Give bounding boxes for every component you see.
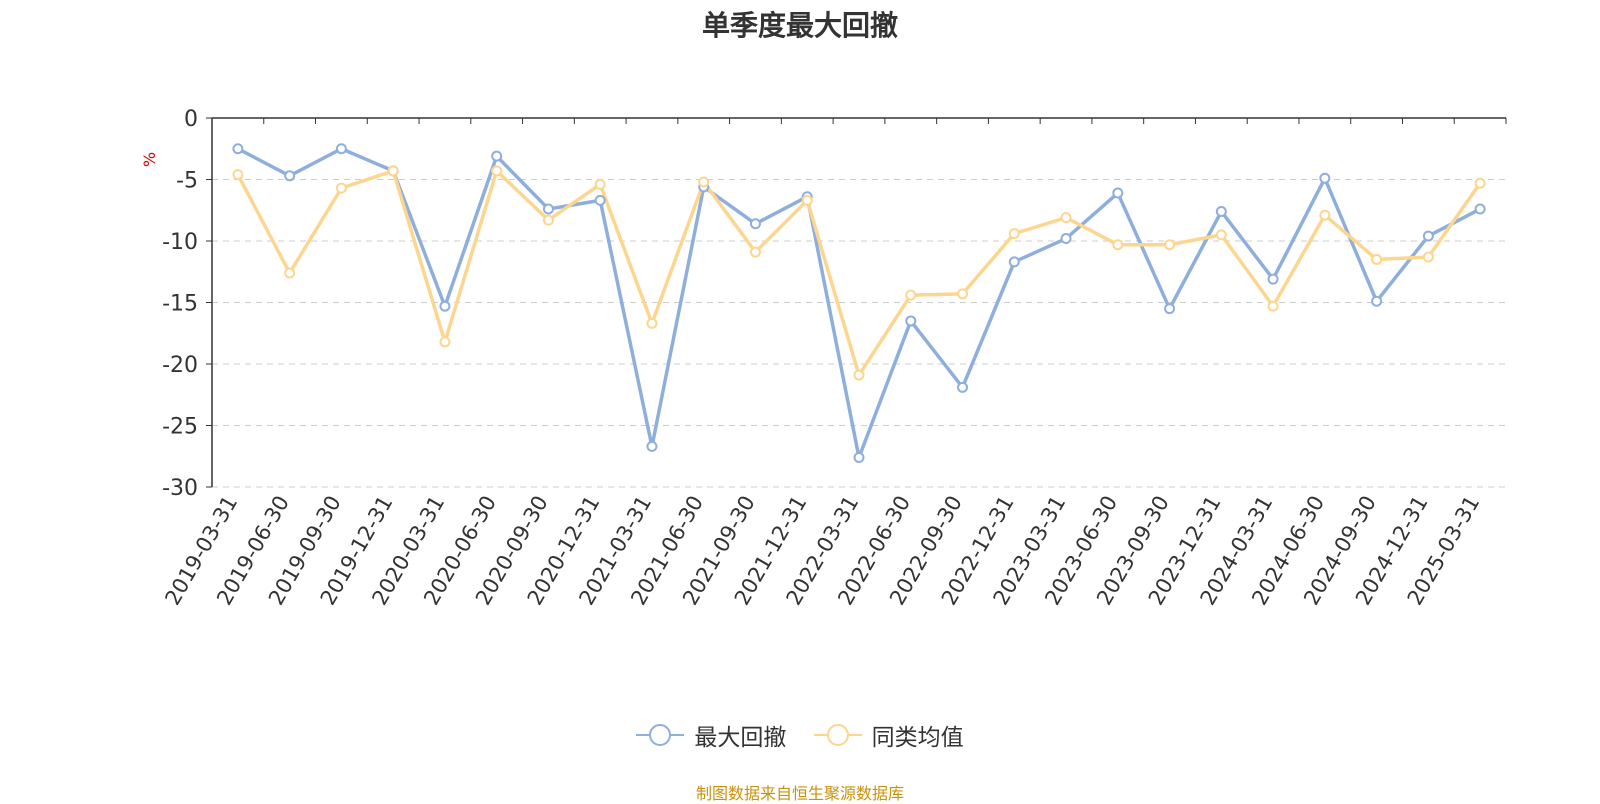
- data-point-series-2: [853, 369, 865, 381]
- data-point-series-2: [1474, 177, 1486, 189]
- data-point-series-1: [853, 451, 865, 463]
- data-point-series-1: [542, 203, 554, 215]
- data-point-series-2: [646, 317, 658, 329]
- data-point-series-1: [1008, 256, 1020, 268]
- y-tick-label: -30: [162, 476, 198, 501]
- legend-item-series-2[interactable]: 同类均值: [813, 718, 964, 752]
- data-point-series-1: [1267, 273, 1279, 285]
- data-point-series-2: [905, 289, 917, 301]
- series-line-2: [236, 169, 1482, 377]
- series-line-1: [237, 147, 1481, 460]
- y-tick-label: -20: [162, 353, 198, 378]
- data-point-series-2: [1267, 300, 1279, 312]
- legend-circle-line-icon: [813, 724, 862, 746]
- data-point-series-2: [232, 169, 244, 181]
- data-point-series-1: [1371, 295, 1383, 307]
- data-point-series-2: [542, 214, 554, 226]
- data-point-series-1: [232, 143, 244, 155]
- data-point-series-1: [1060, 233, 1072, 245]
- data-point-series-1: [749, 218, 761, 230]
- data-point-series-1: [1474, 203, 1486, 215]
- data-point-series-2: [1008, 228, 1020, 240]
- data-point-series-2: [335, 182, 347, 194]
- data-point-series-1: [1215, 205, 1227, 217]
- data-point-series-1: [1422, 230, 1434, 242]
- data-point-series-2: [698, 176, 710, 188]
- data-point-series-2: [1112, 239, 1124, 251]
- data-point-series-2: [801, 194, 813, 206]
- legend-label-series-2: 同类均值: [871, 725, 964, 751]
- data-point-series-2: [1319, 209, 1331, 221]
- legend: 最大回撤 同类均值: [0, 718, 1600, 754]
- y-tick-label: -25: [162, 415, 198, 440]
- data-point-series-2: [749, 246, 761, 258]
- source-note: 制图数据来自恒生聚源数据库: [695, 784, 904, 803]
- series-lines: [232, 143, 1486, 463]
- data-point-series-2: [491, 165, 503, 177]
- data-point-series-2: [957, 288, 969, 300]
- data-point-series-1: [594, 194, 606, 206]
- data-point-series-1: [1164, 303, 1176, 315]
- data-point-series-1: [957, 381, 969, 393]
- data-point-series-1: [1112, 187, 1124, 199]
- y-tick-label: -15: [162, 292, 198, 317]
- legend-circle-line-icon: [636, 724, 685, 746]
- data-point-series-2: [594, 178, 606, 190]
- y-tick-label: -5: [176, 169, 198, 194]
- data-point-series-2: [439, 336, 451, 348]
- data-point-series-2: [1060, 212, 1072, 224]
- y-tick-label: -10: [162, 230, 198, 255]
- data-point-series-1: [905, 315, 917, 327]
- data-point-series-1: [284, 170, 296, 182]
- data-point-series-2: [1371, 253, 1383, 265]
- chart-title: 单季度最大回撤: [701, 9, 898, 42]
- data-point-series-2: [1422, 251, 1434, 263]
- y-tick-label: 0: [184, 107, 198, 132]
- grid-lines: [212, 179, 1506, 488]
- legend-item-series-1[interactable]: 最大回撤: [636, 718, 786, 752]
- legend-label-series-1: 最大回撤: [694, 725, 787, 751]
- data-point-series-1: [1319, 172, 1331, 184]
- axes: [206, 117, 1507, 488]
- data-point-series-1: [646, 440, 658, 452]
- data-point-series-1: [439, 300, 451, 312]
- data-point-series-1: [491, 150, 503, 162]
- data-point-series-2: [284, 267, 296, 279]
- data-point-series-1: [335, 143, 347, 155]
- data-point-series-2: [1215, 229, 1227, 241]
- data-point-series-2: [387, 165, 399, 177]
- data-point-series-2: [1164, 239, 1176, 251]
